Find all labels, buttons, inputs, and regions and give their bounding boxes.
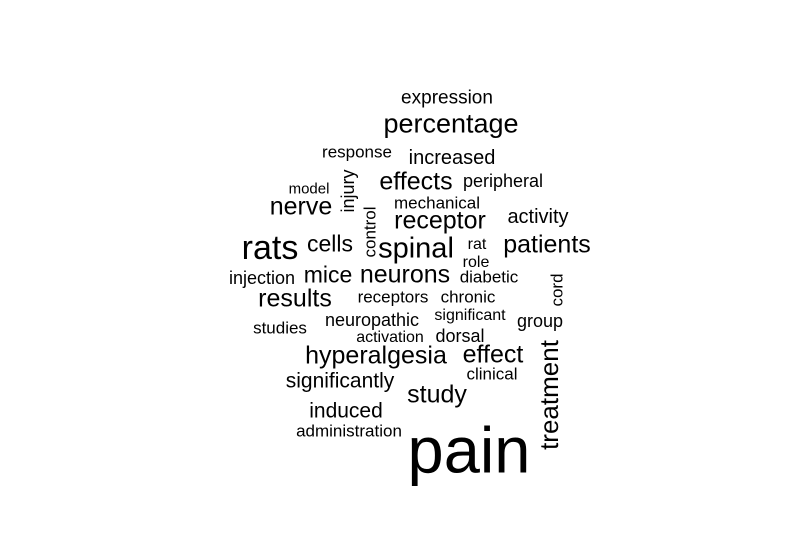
word-rat: rat [467,236,487,253]
word-chronic: chronic [440,287,496,307]
word-study: study [407,380,467,409]
word-induced: induced [309,399,383,423]
word-significantly: significantly [285,369,395,393]
word-receptors: receptors [357,287,429,307]
word-rats: rats [241,229,299,267]
word-model: model [288,180,330,198]
word-injury: injury [338,169,358,213]
word-nerve: nerve [269,192,333,221]
word-increased: increased [408,147,496,169]
word-activation: activation [356,329,424,346]
word-hyperalgesia: hyperalgesia [305,341,447,370]
word-administration: administration [296,421,402,441]
word-cells: cells [306,230,354,257]
word-pain: pain [407,413,531,487]
word-group: group [516,311,564,331]
word-cord: cord [547,273,567,307]
word-expression: expression [401,87,493,109]
word-mechanical: mechanical [394,193,480,213]
word-clinical: clinical [466,364,518,384]
word-role: role [462,254,490,271]
word-mice: mice [303,261,353,288]
word-patients: patients [503,230,591,259]
word-effects: effects [379,167,453,196]
word-studies: studies [253,318,307,338]
word-neurons: neurons [359,260,451,289]
word-peripheral: peripheral [462,171,544,191]
word-receptor: receptor [394,206,486,235]
word-treatment: treatment [534,340,564,450]
word-results: results [258,284,332,313]
word-injection: injection [228,268,296,288]
word-activity: activity [507,206,569,228]
word-dorsal: dorsal [435,326,485,346]
word-effect: effect [462,340,524,369]
word-percentage: percentage [383,108,519,139]
word-neuropathic: neuropathic [324,310,420,330]
word-response: response [322,142,392,162]
word-spinal: spinal [378,232,454,265]
word-diabetic: diabetic [459,267,519,287]
word-control: control [360,206,380,258]
word-significant: significant [434,307,506,324]
